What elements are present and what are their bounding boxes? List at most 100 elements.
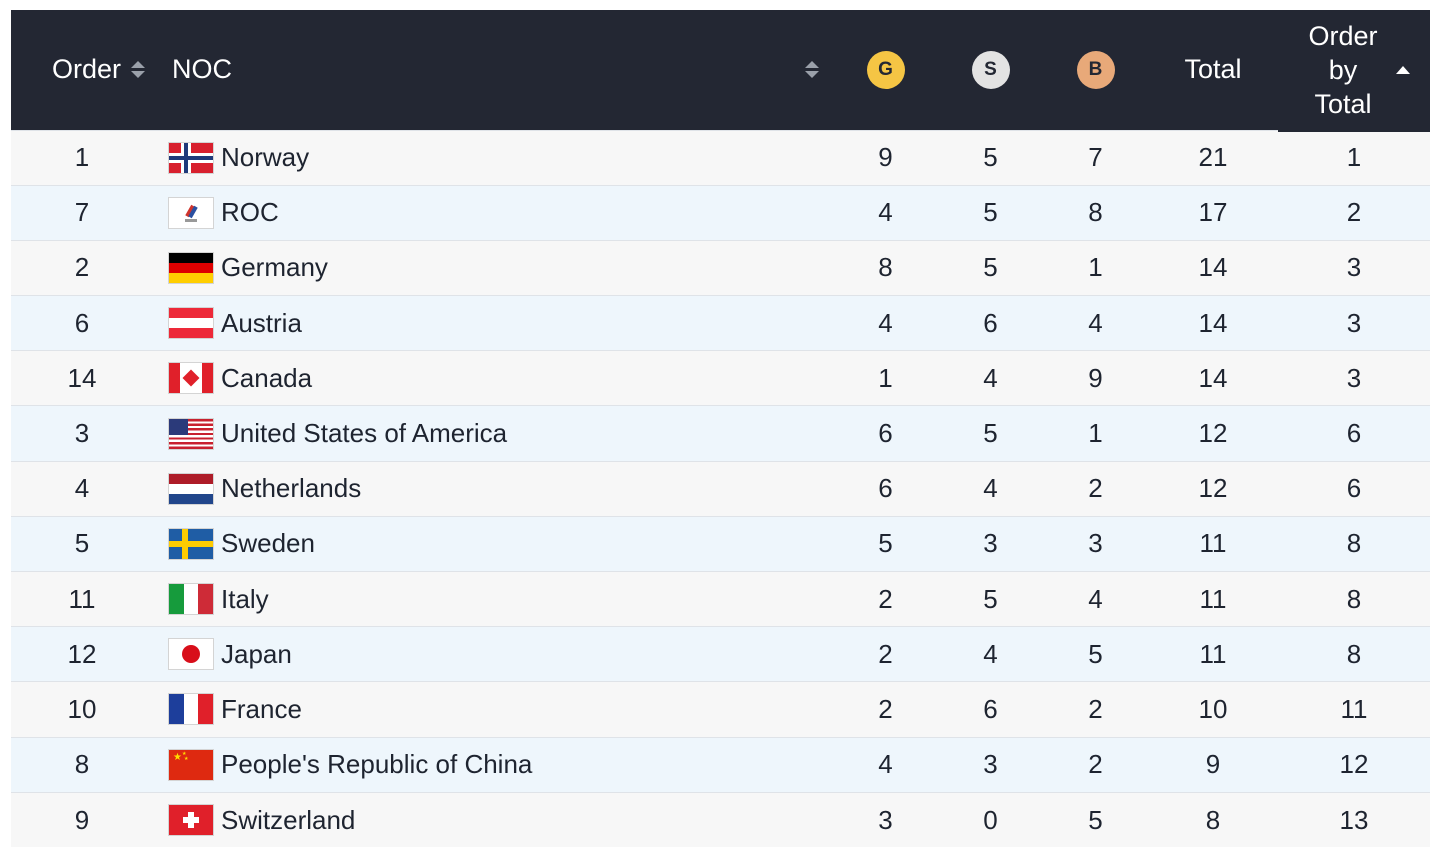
italy-flag-icon (169, 584, 213, 615)
noc-cell[interactable]: United States of America (163, 405, 833, 462)
rank-by-total-cell: 13 (1278, 791, 1430, 847)
bronze-count-cell: 5 (1043, 791, 1148, 847)
country-name: Netherlands (221, 473, 362, 504)
noc-cell[interactable]: ROC (163, 184, 833, 241)
silver-count-cell: 6 (938, 681, 1043, 738)
noc-cell[interactable]: Italy (163, 570, 833, 627)
noc-cell[interactable]: Sweden (163, 515, 833, 572)
order-cell: 9 (11, 791, 163, 847)
total-count-cell: 21 (1148, 129, 1278, 186)
rank-by-total-cell: 1 (1278, 129, 1430, 186)
order-cell: 3 (11, 405, 163, 462)
table-row[interactable]: 14 Canada 1 4 9 14 3 (11, 350, 1430, 406)
rank-by-total-cell: 2 (1278, 184, 1430, 241)
roc-flag-icon (169, 197, 213, 228)
table-row[interactable]: 3 United States of America 6 5 1 12 6 (11, 405, 1430, 462)
germany-flag-icon (169, 252, 213, 283)
total-count-cell: 9 (1148, 736, 1278, 793)
silver-count-cell: 5 (938, 570, 1043, 627)
country-name: Norway (221, 142, 310, 173)
order-header-label: Order (52, 54, 122, 85)
gold-count-cell: 6 (833, 405, 938, 462)
order-cell: 12 (11, 626, 163, 682)
silver-count-cell: 4 (938, 460, 1043, 517)
bronze-count-cell: 2 (1043, 736, 1148, 793)
order-cell: 5 (11, 515, 163, 572)
bronze-column-header[interactable]: B (1043, 10, 1148, 130)
order-by-total-label-line1: Order (1308, 20, 1378, 51)
sweden-flag-icon (169, 528, 213, 559)
order-cell: 6 (11, 295, 163, 351)
gold-count-cell: 3 (833, 791, 938, 847)
order-by-total-label-line3: Total (1314, 88, 1372, 119)
table-row[interactable]: 11 Italy 2 5 4 11 8 (11, 570, 1430, 627)
total-header-label: Total (1184, 54, 1242, 85)
rank-by-total-cell: 12 (1278, 736, 1430, 793)
bronze-count-cell: 2 (1043, 460, 1148, 517)
noc-cell[interactable]: France (163, 681, 833, 738)
total-column-header[interactable]: Total (1148, 10, 1278, 130)
total-count-cell: 14 (1148, 295, 1278, 351)
silver-count-cell: 6 (938, 295, 1043, 351)
bronze-count-cell: 1 (1043, 405, 1148, 462)
total-count-cell: 14 (1148, 239, 1278, 296)
noc-cell[interactable]: Netherlands (163, 460, 833, 517)
table-row[interactable]: 10 France 2 6 2 10 11 (11, 681, 1430, 738)
table-row[interactable]: 9 Switzerland 3 0 5 8 13 (11, 791, 1430, 847)
noc-cell[interactable]: Austria (163, 295, 833, 351)
table-row[interactable]: 4 Netherlands 6 4 2 12 6 (11, 460, 1430, 517)
bronze-count-cell: 5 (1043, 626, 1148, 682)
silver-column-header[interactable]: S (938, 10, 1043, 130)
noc-cell[interactable]: Norway (163, 129, 833, 186)
silver-medal-icon: S (971, 50, 1010, 89)
gold-count-cell: 2 (833, 681, 938, 738)
silver-count-cell: 3 (938, 736, 1043, 793)
noc-column-header[interactable]: NOC (163, 10, 833, 130)
bronze-count-cell: 2 (1043, 681, 1148, 738)
rank-by-total-cell: 8 (1278, 515, 1430, 572)
noc-cell[interactable]: Switzerland (163, 791, 833, 847)
switzerland-flag-icon (169, 805, 213, 836)
sort-icon[interactable] (805, 61, 819, 79)
order-by-total-column-header[interactable]: Order by Total (1278, 10, 1430, 132)
table-row[interactable]: 5 Sweden 5 3 3 11 8 (11, 515, 1430, 572)
china-flag-icon: ★ ★ ★ (169, 749, 213, 780)
france-flag-icon (169, 694, 213, 725)
gold-column-header[interactable]: G (833, 10, 938, 130)
silver-count-cell: 4 (938, 350, 1043, 406)
sort-icon[interactable] (131, 61, 146, 79)
noc-cell[interactable]: Canada (163, 350, 833, 406)
rank-by-total-cell: 3 (1278, 239, 1430, 296)
gold-count-cell: 4 (833, 295, 938, 351)
table-row[interactable]: 2 Germany 8 5 1 14 3 (11, 239, 1430, 296)
table-row[interactable]: 7 ROC 4 5 8 17 2 (11, 184, 1430, 241)
table-row[interactable]: 12 Japan 2 4 5 11 8 (11, 626, 1430, 682)
rank-by-total-cell: 6 (1278, 460, 1430, 517)
bronze-count-cell: 4 (1043, 295, 1148, 351)
country-name: People's Republic of China (221, 749, 533, 780)
silver-count-cell: 5 (938, 405, 1043, 462)
country-name: Sweden (221, 528, 315, 559)
table-row[interactable]: 1 Norway 9 5 7 21 1 (11, 129, 1430, 186)
bronze-count-cell: 7 (1043, 129, 1148, 186)
netherlands-flag-icon (169, 473, 213, 504)
sort-ascending-icon[interactable] (1395, 65, 1410, 74)
table-row[interactable]: 8 ★ ★ ★ People's Republic of China 4 3 2 9 12 (11, 736, 1430, 793)
gold-count-cell: 2 (833, 626, 938, 682)
bronze-count-cell: 3 (1043, 515, 1148, 572)
bronze-count-cell: 9 (1043, 350, 1148, 406)
silver-count-cell: 5 (938, 239, 1043, 296)
noc-cell[interactable]: ★ ★ ★ People's Republic of China (163, 736, 833, 793)
gold-count-cell: 6 (833, 460, 938, 517)
usa-flag-icon (169, 418, 213, 449)
noc-cell[interactable]: Japan (163, 626, 833, 682)
noc-cell[interactable]: Germany (163, 239, 833, 296)
total-count-cell: 8 (1148, 791, 1278, 847)
order-column-header[interactable]: Order (11, 10, 163, 130)
norway-flag-icon (169, 142, 213, 173)
country-name: Germany (221, 252, 328, 283)
japan-flag-icon (169, 639, 213, 670)
table-row[interactable]: 6 Austria 4 6 4 14 3 (11, 295, 1430, 351)
austria-flag-icon (169, 308, 213, 339)
gold-count-cell: 5 (833, 515, 938, 572)
